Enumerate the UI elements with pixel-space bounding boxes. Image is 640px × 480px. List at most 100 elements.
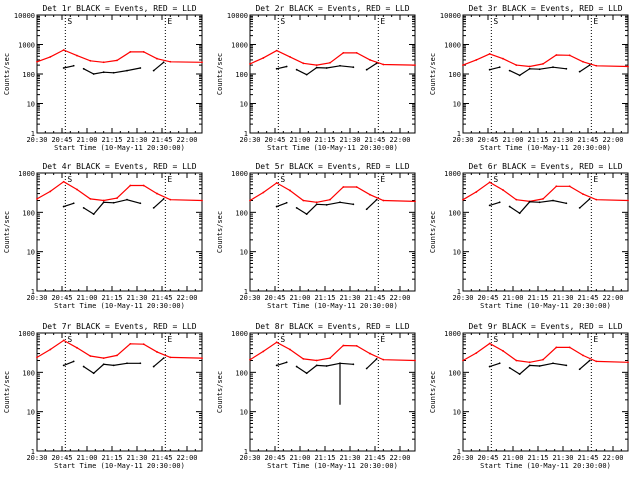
chart-title: Det 5r BLACK = Events, RED = LLD (255, 162, 409, 171)
events-point (498, 201, 501, 204)
x-tick-label: 21:00 (289, 294, 310, 302)
x-tick-labels: 20:30 20:45 21:00 21:15 21:30 21:45 22:00 (26, 454, 197, 462)
y-tick-label: 1000 (444, 42, 461, 50)
events-point (112, 71, 115, 74)
lld-point (355, 344, 358, 347)
y-tick-label: 1 (31, 448, 35, 456)
y-tick-label: 10 (453, 101, 461, 109)
events-point (578, 206, 581, 209)
lld-point (169, 60, 172, 63)
x-tick-label: 21:30 (552, 454, 573, 462)
lld-point (475, 59, 478, 61)
lld-point (627, 199, 629, 202)
chart-panel-6: Det 6r BLACK = Events, RED = LLD 1 10 100 10… (429, 162, 629, 310)
y-axis-label: Counts/sec (429, 371, 437, 413)
y-tick-label: 10000 (440, 12, 461, 20)
end-marker-label: E (593, 335, 598, 344)
x-tick-label: 21:45 (577, 454, 598, 462)
events-point (315, 66, 318, 69)
x-tick-label: 20:45 (51, 454, 72, 462)
start-marker-label: S (67, 335, 72, 344)
x-tick-label: 21:45 (364, 136, 385, 144)
x-tick-label: 22:00 (389, 454, 410, 462)
events-point (325, 203, 328, 206)
x-tick-label: 21:00 (76, 294, 97, 302)
events-point (538, 201, 541, 204)
events-point (102, 71, 105, 74)
lld-point (275, 182, 278, 184)
lld-point (369, 193, 371, 196)
lld-point (169, 198, 172, 201)
lld-point (289, 348, 291, 351)
lld-point (89, 197, 92, 200)
x-tick-label: 21:15 (101, 294, 122, 302)
x-tick-label: 22:00 (176, 454, 197, 462)
y-tick-labels: 1 10 100 1000 (231, 170, 248, 296)
series-line-events (276, 199, 378, 215)
lld-point (76, 54, 78, 57)
series-line-events (276, 62, 378, 76)
y-tick-label: 100 (235, 209, 248, 217)
events-point (126, 198, 128, 201)
chart-panel-3: Det 3r BLACK = Events, RED = LLD 1 10 100 10… (429, 4, 629, 152)
events-point (139, 362, 142, 365)
series-line-events (276, 358, 378, 374)
events-point (285, 361, 288, 364)
events-point (82, 206, 85, 209)
events-point (488, 204, 491, 207)
events-point (528, 364, 531, 367)
events-point (325, 365, 328, 367)
events-point (72, 202, 75, 205)
events-point (102, 363, 105, 366)
lld-point (582, 193, 584, 196)
lld-point (515, 64, 518, 67)
events-point (139, 202, 142, 205)
y-tick-label: 1 (457, 130, 461, 138)
events-point (72, 360, 75, 363)
x-tick-label: 21:15 (314, 294, 335, 302)
events-point (126, 69, 128, 72)
events-point (588, 359, 591, 362)
events-point (352, 203, 355, 206)
series-line-events (63, 357, 165, 374)
y-tick-label: 10 (240, 409, 248, 417)
x-tick-label: 21:15 (314, 136, 335, 144)
events-point (508, 366, 511, 369)
x-tick-label: 21:00 (289, 454, 310, 462)
events-point (488, 365, 491, 368)
x-tick-label: 21:00 (76, 136, 97, 144)
y-axis-label: Counts/sec (429, 211, 437, 253)
start-marker-label: S (280, 175, 285, 184)
lld-point (515, 198, 518, 201)
lld-point (555, 54, 558, 56)
chart-panel-1: Det 1r BLACK = Events, RED = LLD 1 10 100 10… (3, 4, 203, 152)
events-point (528, 200, 531, 203)
x-tick-label: 20:30 (452, 294, 473, 302)
y-tick-label: 10 (453, 409, 461, 417)
lld-point (462, 64, 464, 67)
events-point (112, 364, 115, 367)
chart-title: Det 6r BLACK = Events, RED = LLD (468, 162, 622, 171)
events-point (305, 73, 308, 76)
x-tick-label: 20:45 (51, 294, 72, 302)
plot-frame (249, 332, 416, 452)
events-point (162, 357, 165, 360)
series-line-lld (36, 339, 203, 359)
y-tick-labels: 1 10 100 1000 (231, 330, 248, 456)
start-marker-label: S (67, 175, 72, 184)
lld-point (627, 65, 629, 68)
lld-point (488, 181, 491, 184)
series-line-lld (462, 342, 629, 363)
lld-point (528, 65, 531, 68)
plot-frame (36, 172, 203, 292)
events-point (295, 68, 298, 71)
events-point (375, 357, 378, 360)
lld-point (289, 55, 291, 58)
lld-point (595, 198, 598, 201)
lld-point (382, 63, 385, 66)
events-point (92, 73, 95, 75)
x-tick-label: 22:00 (602, 294, 623, 302)
y-tick-labels: 1 10 100 1000 (444, 330, 461, 456)
series-line-events (489, 198, 591, 214)
lld-point (262, 57, 265, 59)
